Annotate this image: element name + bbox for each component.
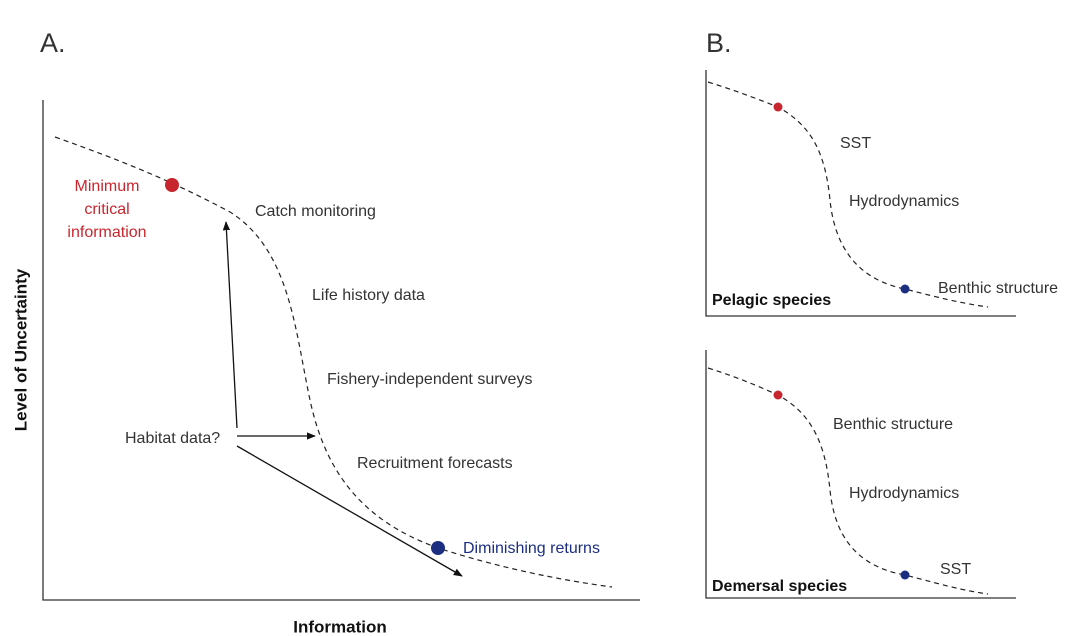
minimum-label: information xyxy=(67,224,146,241)
stage-label: Catch monitoring xyxy=(255,203,376,220)
stage-label: Fishery-independent surveys xyxy=(327,371,532,388)
blue-point xyxy=(900,570,910,580)
stage-label: SST xyxy=(840,135,871,152)
panel-b: B. SST Hydrodynamics Benthic structure P… xyxy=(705,28,1058,599)
minimum-label: critical xyxy=(84,201,129,218)
chart-title: Pelagic species xyxy=(712,292,831,309)
stage-label: Benthic structure xyxy=(833,416,953,433)
x-axis-label: Information xyxy=(293,617,387,636)
diminishing-label: Diminishing returns xyxy=(463,540,600,557)
pelagic-chart: SST Hydrodynamics Benthic structure Pela… xyxy=(705,70,1058,317)
axes xyxy=(705,70,1016,317)
blue-point xyxy=(900,284,910,294)
panel-label: B. xyxy=(706,28,732,58)
red-point xyxy=(773,102,783,112)
axes xyxy=(705,350,1016,599)
curve xyxy=(54,136,613,588)
stage-label: Benthic structure xyxy=(938,280,1058,297)
minimum-label: Minimum xyxy=(75,178,140,195)
stage-label: Life history data xyxy=(312,287,425,304)
stage-label: Hydrodynamics xyxy=(849,485,959,502)
stage-label: Recruitment forecasts xyxy=(357,455,513,472)
blue-point xyxy=(431,541,445,555)
arrow xyxy=(236,445,463,577)
panel-a: A. Minimum critical information Catch mo… xyxy=(11,28,640,636)
chart-title: Demersal species xyxy=(712,578,847,595)
stage-label: Hydrodynamics xyxy=(849,193,959,210)
axes xyxy=(42,100,640,601)
red-point xyxy=(773,390,783,400)
y-axis-label: Level of Uncertainty xyxy=(11,268,30,431)
demersal-chart: Benthic structure Hydrodynamics SST Deme… xyxy=(705,350,1016,599)
curve xyxy=(707,81,989,308)
stage-label: SST xyxy=(940,561,971,578)
habitat-label: Habitat data? xyxy=(125,430,220,447)
panel-label: A. xyxy=(40,28,66,58)
curve xyxy=(707,367,989,595)
arrow xyxy=(222,221,238,429)
red-point xyxy=(165,178,179,192)
